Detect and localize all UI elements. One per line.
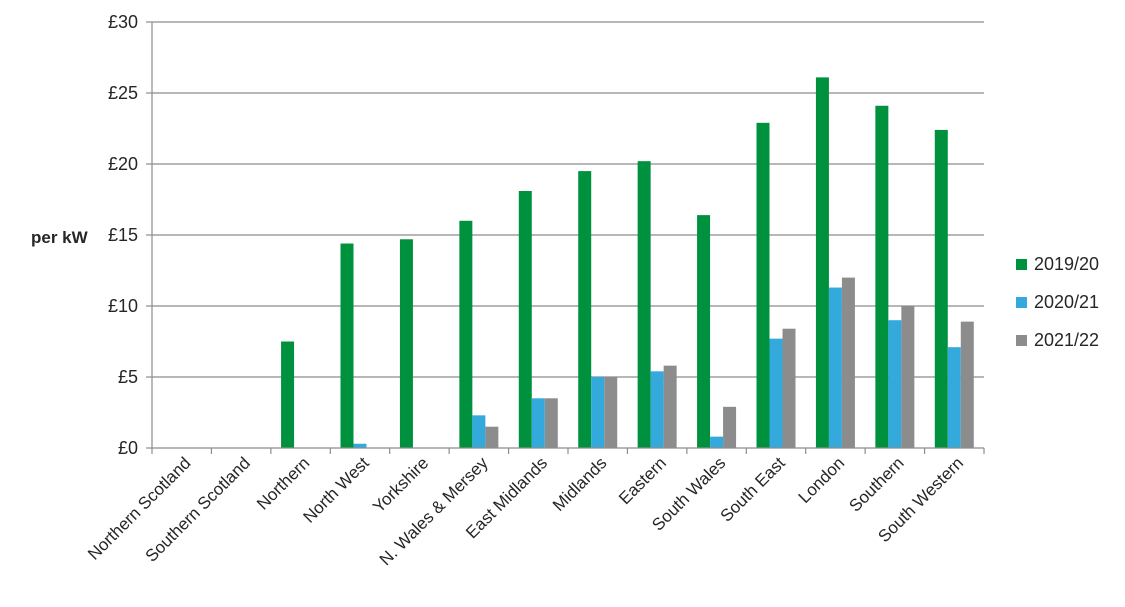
bar — [710, 436, 724, 448]
bar — [697, 215, 711, 448]
bar — [756, 122, 770, 448]
y-tick-label: £30 — [108, 12, 138, 32]
legend: 2019/20 2020/21 2021/22 — [1016, 254, 1099, 350]
y-axis-label: per kW — [31, 228, 89, 247]
y-tick-label: £25 — [108, 83, 138, 103]
bar — [604, 377, 618, 448]
x-category-label: London — [795, 453, 849, 507]
bar — [518, 190, 532, 449]
x-category-label: Yorkshire — [369, 453, 432, 516]
bar — [637, 161, 651, 448]
legend-label: 2019/20 — [1034, 254, 1099, 274]
bar — [828, 287, 842, 448]
bars — [281, 77, 974, 449]
bar — [531, 398, 545, 448]
bar — [353, 443, 367, 448]
bar — [663, 365, 677, 448]
bar — [901, 306, 915, 448]
x-category-label: N. Wales & Mersey — [376, 453, 492, 569]
bar — [947, 347, 961, 448]
x-category-label: Midlands — [549, 453, 611, 515]
bar — [650, 371, 664, 448]
legend-swatch — [1016, 297, 1027, 308]
bar — [578, 171, 592, 448]
legend-swatch — [1016, 259, 1027, 270]
x-category-label: South East — [717, 453, 789, 525]
bar — [888, 320, 902, 448]
bar — [782, 328, 796, 448]
bar — [281, 341, 295, 448]
legend-label: 2021/22 — [1034, 330, 1099, 350]
gridlines — [152, 21, 984, 378]
y-tick-label: £0 — [118, 438, 138, 458]
x-category-label: Southern — [845, 453, 907, 515]
bar — [815, 77, 829, 448]
legend-label: 2020/21 — [1034, 292, 1099, 312]
x-category-label: Southern Scotland — [142, 453, 254, 565]
x-category-label: Eastern — [615, 453, 670, 508]
bar — [875, 105, 889, 448]
y-tick-label: £15 — [108, 225, 138, 245]
bar — [960, 321, 974, 448]
bar — [459, 220, 473, 448]
bar — [472, 415, 486, 448]
x-category-label: Northern — [253, 453, 313, 513]
bar — [340, 243, 354, 448]
y-tick-label: £5 — [118, 367, 138, 387]
bar — [769, 338, 783, 448]
bar — [723, 406, 737, 448]
bar — [934, 129, 948, 449]
bar — [485, 426, 499, 448]
bar — [841, 277, 855, 448]
bar — [591, 377, 605, 448]
axes — [151, 22, 985, 454]
bar — [399, 239, 413, 448]
legend-swatch — [1016, 335, 1027, 346]
y-tick-label: £10 — [108, 296, 138, 316]
y-tick-label: £20 — [108, 154, 138, 174]
x-category-label: Northern Scotland — [84, 453, 194, 563]
y-axis-ticks: £0 £5 £10 £15 £20 £25 £30 — [108, 12, 152, 458]
bar — [544, 398, 558, 448]
